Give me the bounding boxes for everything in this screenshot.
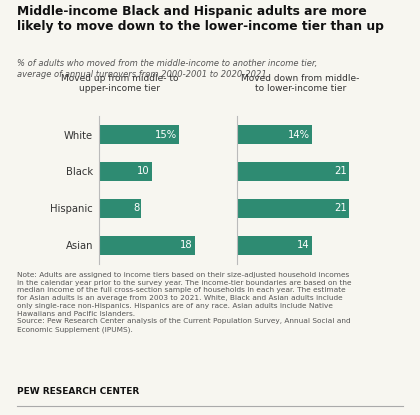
Bar xyxy=(237,236,312,255)
Text: 21: 21 xyxy=(334,203,347,213)
Text: 14: 14 xyxy=(297,240,310,250)
Bar xyxy=(99,236,195,255)
Bar xyxy=(99,125,179,144)
Text: PEW RESEARCH CENTER: PEW RESEARCH CENTER xyxy=(17,387,139,396)
Text: Moved down from middle-
to lower-income tier: Moved down from middle- to lower-income … xyxy=(241,73,360,93)
Text: 10: 10 xyxy=(137,166,150,176)
Text: 21: 21 xyxy=(334,166,347,176)
Bar xyxy=(237,162,349,181)
Bar xyxy=(99,199,142,218)
Text: 15%: 15% xyxy=(155,129,177,139)
Text: Moved up from middle- to
upper-income tier: Moved up from middle- to upper-income ti… xyxy=(61,73,178,93)
Text: 8: 8 xyxy=(133,203,139,213)
Text: % of adults who moved from the middle-income to another income tier,
average of : % of adults who moved from the middle-in… xyxy=(17,59,317,79)
Text: Note: Adults are assigned to income tiers based on their size-adjusted household: Note: Adults are assigned to income tier… xyxy=(17,272,351,332)
Text: 14%: 14% xyxy=(288,129,310,139)
Bar xyxy=(99,162,152,181)
Bar xyxy=(237,125,312,144)
Text: Middle-income Black and Hispanic adults are more
likely to move down to the lowe: Middle-income Black and Hispanic adults … xyxy=(17,5,384,34)
Text: 18: 18 xyxy=(180,240,193,250)
Bar xyxy=(237,199,349,218)
